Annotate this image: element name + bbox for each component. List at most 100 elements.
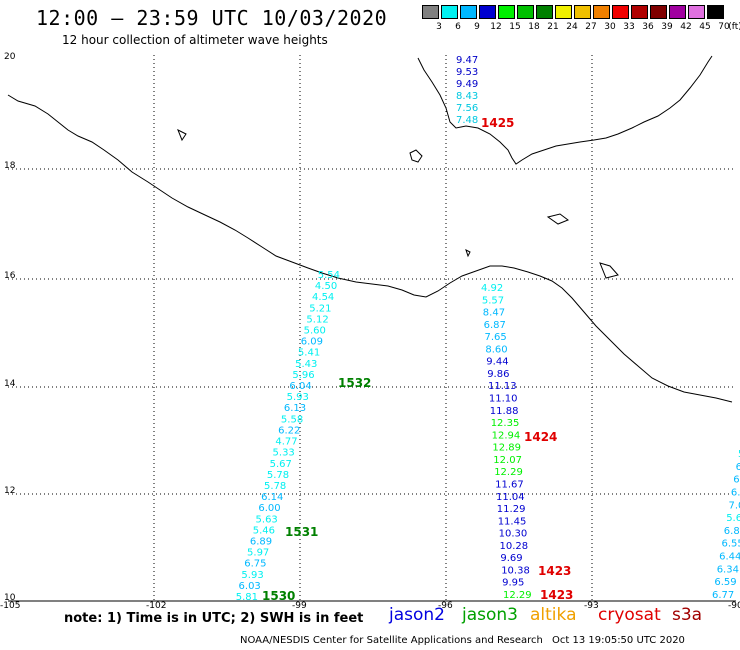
swh-value: 6.55 <box>722 539 740 550</box>
swh-value: 6.83 <box>724 526 740 537</box>
scale-swatch <box>574 5 591 19</box>
island-3 <box>599 262 619 279</box>
swh-value: 5.46 <box>253 525 275 536</box>
legend-entry: altika <box>530 605 577 625</box>
scale-label: 39 <box>661 22 673 32</box>
swh-value: 8.60 <box>485 344 507 355</box>
scale-label: 70 <box>718 22 730 32</box>
swh-value: 7.65 <box>485 332 507 343</box>
lat-lon-grid <box>8 55 736 602</box>
scale-label: 27 <box>585 22 597 32</box>
swh-value: 5.60 <box>304 326 326 337</box>
scale-swatch <box>612 5 629 19</box>
credit-line: NOAA/NESDIS Center for Satellite Applica… <box>240 635 543 646</box>
swh-value: 7.0 <box>729 500 740 511</box>
scale-label: 30 <box>604 22 616 32</box>
swh-value: 6.59 <box>714 577 736 588</box>
swh-value: 4.92 <box>481 283 503 294</box>
swh-value: 12.94 <box>492 430 521 441</box>
scale-swatch <box>460 5 477 19</box>
scale-swatch <box>555 5 572 19</box>
gulf-coastline <box>417 55 713 165</box>
swh-value: 6. <box>733 475 740 486</box>
scale-swatch <box>479 5 496 19</box>
swh-value: 6.87 <box>484 320 506 331</box>
swh-value: 12.29 <box>503 590 532 601</box>
longitude-label: -90 <box>728 601 740 611</box>
scale-swatch <box>688 5 705 19</box>
latitude-label: 16 <box>4 271 16 281</box>
swh-value: 6.00 <box>258 503 280 514</box>
swh-value: 11.10 <box>489 394 518 405</box>
island-2 <box>546 213 570 225</box>
swh-value: 5.58 <box>281 414 303 425</box>
scale-label: 9 <box>474 22 480 32</box>
latitude-label: 18 <box>4 161 16 171</box>
swh-value: 6.03 <box>239 581 261 592</box>
pass-time-label: 1425 <box>481 116 514 130</box>
scale-label: 3 <box>436 22 442 32</box>
swh-value: 10.38 <box>501 565 530 576</box>
swh-value: 6.14 <box>261 492 283 503</box>
altimeter-tracks: 9.479.539.498.437.567.48 5.544.504.545.21… <box>236 55 740 603</box>
latitude-label: 20 <box>4 52 16 62</box>
longitude-label: -93 <box>584 601 599 611</box>
swh-value: 12.89 <box>492 443 521 454</box>
longitude-label: -105 <box>0 601 21 611</box>
swh-value: 6.89 <box>250 537 272 548</box>
swh-value: 5.93 <box>241 570 263 581</box>
longitude-label: -99 <box>292 601 307 611</box>
swh-value: 5.57 <box>482 295 504 306</box>
coastline <box>7 55 733 403</box>
swh-value: 6.13 <box>284 403 306 414</box>
pass-time-label: 1423 <box>538 564 571 578</box>
scale-unit: (ft) <box>728 22 740 32</box>
scale-swatch <box>517 5 534 19</box>
pass-time-label: 1424 <box>524 430 557 444</box>
swh-value: 5.67 <box>270 459 292 470</box>
swh-value: 12.07 <box>493 455 522 466</box>
swh-value: 5.78 <box>267 470 289 481</box>
scale-label: 21 <box>547 22 559 32</box>
longitude-label: -96 <box>438 601 453 611</box>
swh-value: 11.04 <box>496 492 525 503</box>
mexico-pacific-coastline <box>7 94 733 403</box>
swh-value: 10.28 <box>500 541 529 552</box>
swh-value: 9.69 <box>500 553 522 564</box>
footer-note: note: 1) Time is in UTC; 2) SWH is in fe… <box>64 611 364 626</box>
swh-value: 6.09 <box>301 337 323 348</box>
swh-value: 7.56 <box>456 103 478 114</box>
island-4 <box>465 249 471 258</box>
pass-time-label: 1532 <box>338 376 371 390</box>
pass-time-label: 1531 <box>285 525 318 539</box>
scale-label: 45 <box>699 22 711 32</box>
swh-value: 5.54 <box>318 270 340 281</box>
scale-label: 33 <box>623 22 635 32</box>
swh-value: 6.75 <box>244 559 266 570</box>
swh-value: 5.96 <box>292 370 314 381</box>
swh-value: 9.86 <box>487 369 509 380</box>
swh-value: 5.6 <box>726 513 740 524</box>
swh-value: 11.88 <box>490 406 519 417</box>
swh-value: 4.50 <box>315 281 337 292</box>
scale-swatch <box>422 5 439 19</box>
swh-value: 4.77 <box>275 437 297 448</box>
swh-value: 11.67 <box>495 480 524 491</box>
map-title: 12:00 – 23:59 UTC 10/03/2020 <box>36 6 388 30</box>
legend-entry: cryosat <box>598 605 661 625</box>
swh-value: 6.77 <box>712 590 734 601</box>
scale-swatch <box>441 5 458 19</box>
swh-value: 10.30 <box>499 529 528 540</box>
legend-entry: jason2 <box>389 605 445 625</box>
swh-value: 11.45 <box>498 516 527 527</box>
legend-entry: s3a <box>672 605 703 625</box>
swh-value: 12.35 <box>491 418 520 429</box>
scale-label: 12 <box>490 22 502 32</box>
swh-value: 4.54 <box>312 292 334 303</box>
legend-entry: jason3 <box>462 605 518 625</box>
swh-value: 5.78 <box>264 481 286 492</box>
swh-value: 11.13 <box>488 381 517 392</box>
pass-time-label: 1530 <box>262 589 295 603</box>
swh-value: 9.49 <box>456 79 478 90</box>
